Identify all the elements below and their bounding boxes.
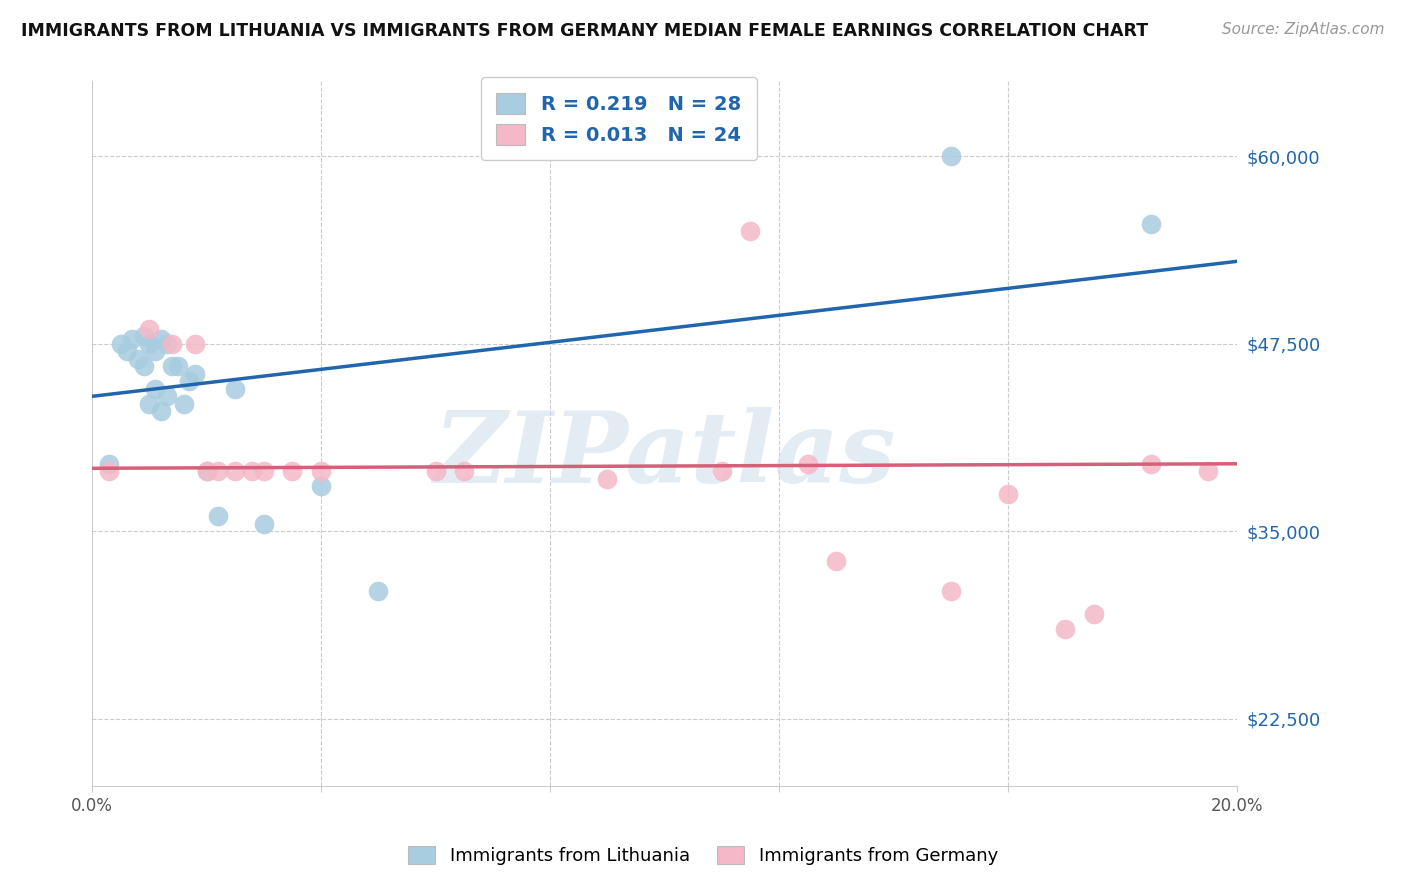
Point bbox=[309, 479, 332, 493]
Point bbox=[367, 584, 389, 599]
Point bbox=[121, 332, 143, 346]
Point bbox=[132, 329, 155, 343]
Point bbox=[939, 584, 962, 599]
Point bbox=[1140, 217, 1163, 231]
Point bbox=[253, 464, 276, 478]
Point bbox=[710, 464, 733, 478]
Point bbox=[596, 472, 619, 486]
Text: IMMIGRANTS FROM LITHUANIA VS IMMIGRANTS FROM GERMANY MEDIAN FEMALE EARNINGS CORR: IMMIGRANTS FROM LITHUANIA VS IMMIGRANTS … bbox=[21, 22, 1149, 40]
Point bbox=[143, 382, 166, 396]
Point bbox=[1197, 464, 1219, 478]
Point bbox=[162, 359, 184, 374]
Point bbox=[309, 464, 332, 478]
Point bbox=[1054, 622, 1077, 636]
Point bbox=[167, 359, 190, 374]
Point bbox=[425, 464, 447, 478]
Point bbox=[825, 554, 848, 568]
Point bbox=[224, 382, 246, 396]
Point bbox=[143, 344, 166, 359]
Point bbox=[740, 224, 762, 238]
Point bbox=[98, 457, 121, 471]
Point bbox=[1140, 457, 1163, 471]
Point bbox=[253, 516, 276, 531]
Point bbox=[224, 464, 246, 478]
Legend: Immigrants from Lithuania, Immigrants from Germany: Immigrants from Lithuania, Immigrants fr… bbox=[399, 837, 1007, 874]
Point bbox=[1083, 607, 1105, 621]
Point bbox=[149, 404, 172, 418]
Point bbox=[138, 322, 160, 336]
Point bbox=[184, 336, 207, 351]
Point bbox=[155, 389, 177, 403]
Point bbox=[138, 397, 160, 411]
Point bbox=[132, 359, 155, 374]
Point bbox=[453, 464, 475, 478]
Point bbox=[184, 367, 207, 381]
Point bbox=[115, 344, 138, 359]
Point bbox=[179, 374, 201, 388]
Point bbox=[173, 397, 195, 411]
Point bbox=[207, 464, 229, 478]
Point bbox=[207, 509, 229, 524]
Point bbox=[939, 149, 962, 163]
Text: ZIPatlas: ZIPatlas bbox=[433, 407, 896, 503]
Point bbox=[281, 464, 304, 478]
Point bbox=[138, 336, 160, 351]
Point bbox=[98, 464, 121, 478]
Point bbox=[195, 464, 218, 478]
Point bbox=[162, 336, 184, 351]
Point bbox=[155, 336, 177, 351]
Point bbox=[127, 351, 149, 366]
Point bbox=[242, 464, 264, 478]
Point bbox=[149, 332, 172, 346]
Point bbox=[110, 336, 132, 351]
Point bbox=[195, 464, 218, 478]
Legend: R = 0.219   N = 28, R = 0.013   N = 24: R = 0.219 N = 28, R = 0.013 N = 24 bbox=[481, 77, 756, 161]
Point bbox=[796, 457, 818, 471]
Point bbox=[997, 487, 1019, 501]
Text: Source: ZipAtlas.com: Source: ZipAtlas.com bbox=[1222, 22, 1385, 37]
